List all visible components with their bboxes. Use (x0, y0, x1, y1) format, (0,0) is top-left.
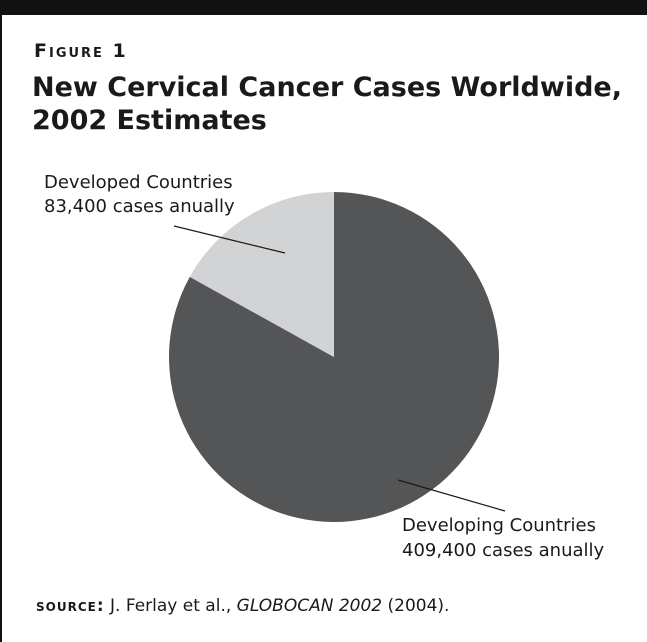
figure-label: Figure 1 (34, 40, 128, 62)
top-border-rule (0, 0, 647, 15)
slice-label-developed-name: Developed Countries (44, 172, 233, 193)
chart-title: New Cervical Cancer Cases Worldwide, 200… (32, 71, 632, 137)
slice-label-developing-value: 409,400 cases anually (402, 540, 605, 561)
leader-line-developed (173, 225, 286, 254)
source-authors: J. Ferlay et al., (110, 596, 232, 616)
source-year: (2004). (387, 596, 450, 616)
source-note: source: J. Ferlay et al., GLOBOCAN 2002 … (36, 596, 449, 616)
chart-title-line-1: New Cervical Cancer Cases Worldwide, (32, 72, 622, 103)
leader-line-developing (397, 479, 506, 512)
pie-slice-developed (189, 192, 334, 357)
pie-slice-developing (169, 192, 499, 523)
pie-slices (169, 192, 499, 523)
slice-label-developing-name: Developing Countries (402, 515, 596, 536)
source-title: GLOBOCAN 2002 (236, 596, 383, 616)
slice-label-developed-value: 83,400 cases anually (44, 196, 235, 217)
source-label: source: (36, 596, 105, 616)
left-border-rule (0, 0, 2, 642)
chart-title-line-2: 2002 Estimates (32, 105, 267, 136)
